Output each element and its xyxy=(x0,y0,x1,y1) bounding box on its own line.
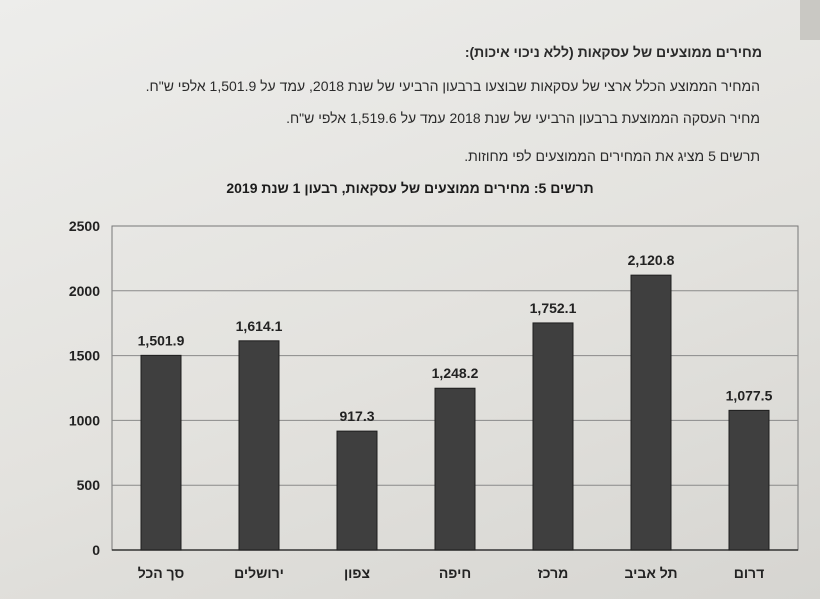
x-tick-label: ירושלים xyxy=(234,565,284,581)
y-tick-label: 500 xyxy=(77,477,101,493)
bar xyxy=(728,409,770,551)
x-tick-label: סך הכל xyxy=(138,565,185,581)
bar xyxy=(336,430,378,551)
bar xyxy=(630,274,672,551)
bar xyxy=(434,387,476,551)
x-tick-label: מרכז xyxy=(538,565,569,581)
data-label: 1,614.1 xyxy=(236,318,283,334)
bar xyxy=(532,322,574,551)
x-tick-label: תל אביב xyxy=(624,565,677,581)
chart-title: תרשים 5: מחירים ממוצעים של עסקאות, רבעון… xyxy=(226,180,594,196)
bar xyxy=(140,354,182,551)
data-label: 917.3 xyxy=(339,408,374,424)
data-label: 1,752.1 xyxy=(530,300,577,316)
y-tick-label: 2500 xyxy=(69,218,100,234)
paragraph-average-deal: מחיר העסקה הממוצעת ברבעון הרביעי של שנת … xyxy=(286,110,760,126)
x-tick-label: חיפה xyxy=(439,565,471,581)
x-tick-label: צפון xyxy=(344,565,370,581)
data-label: 1,077.5 xyxy=(726,387,773,403)
y-tick-label: 1500 xyxy=(69,348,100,364)
section-heading: מחירים ממוצעים של עסקאות (ללא ניכוי איכו… xyxy=(464,44,762,60)
data-label: 1,501.9 xyxy=(138,332,185,348)
page-corner xyxy=(800,0,820,40)
paragraph-national-average: המחיר הממוצע הכלל ארצי של עסקאות שבוצעו … xyxy=(145,78,760,94)
y-tick-label: 1000 xyxy=(69,412,100,428)
paragraph-chart-intro: תרשים 5 מציג את המחירים הממוצעים לפי מחו… xyxy=(464,148,760,164)
data-label: 2,120.8 xyxy=(628,252,675,268)
y-tick-label: 2000 xyxy=(69,283,100,299)
data-label: 1,248.2 xyxy=(432,365,479,381)
bar xyxy=(238,340,280,551)
x-tick-label: דרום xyxy=(734,565,765,581)
y-tick-label: 0 xyxy=(92,542,100,558)
